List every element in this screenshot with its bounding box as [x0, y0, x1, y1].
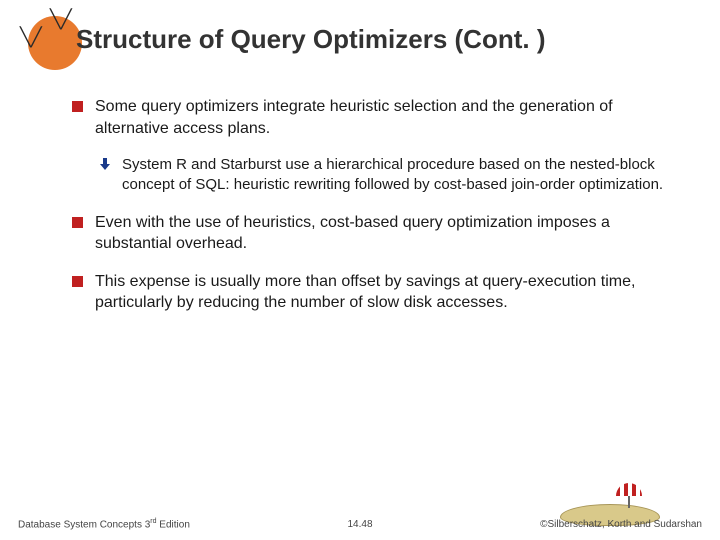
footer-book-title: Database System Concepts 3: [18, 519, 150, 530]
footer-edition: Edition: [157, 519, 190, 530]
arrow-down-icon: [98, 157, 112, 171]
bullet-item: Even with the use of heuristics, cost-ba…: [72, 212, 672, 255]
bullet-text: Even with the use of heuristics, cost-ba…: [95, 212, 672, 255]
footer-copyright: ©Silberschatz, Korth and Sudarshan: [373, 519, 702, 530]
bird-icon: ╲╱: [20, 28, 42, 46]
bird-icon: ╲╱: [50, 10, 72, 28]
umbrella-icon: [616, 483, 642, 508]
sub-bullet-item: System R and Starburst use a hierarchica…: [98, 155, 672, 196]
footer-page-number: 14.48: [347, 519, 372, 530]
slide-content: Some query optimizers integrate heuristi…: [72, 96, 672, 330]
square-bullet-icon: [72, 217, 83, 228]
sub-bullet-text: System R and Starburst use a hierarchica…: [122, 155, 672, 196]
square-bullet-icon: [72, 276, 83, 287]
footer-left: Database System Concepts 3rd Edition: [18, 518, 347, 530]
bullet-item: This expense is usually more than offset…: [72, 271, 672, 314]
slide-title: Structure of Query Optimizers (Cont. ): [76, 24, 700, 55]
square-bullet-icon: [72, 101, 83, 112]
bullet-item: Some query optimizers integrate heuristi…: [72, 96, 672, 139]
slide-footer: Database System Concepts 3rd Edition 14.…: [0, 518, 720, 530]
bullet-text: Some query optimizers integrate heuristi…: [95, 96, 672, 139]
bullet-text: This expense is usually more than offset…: [95, 271, 672, 314]
